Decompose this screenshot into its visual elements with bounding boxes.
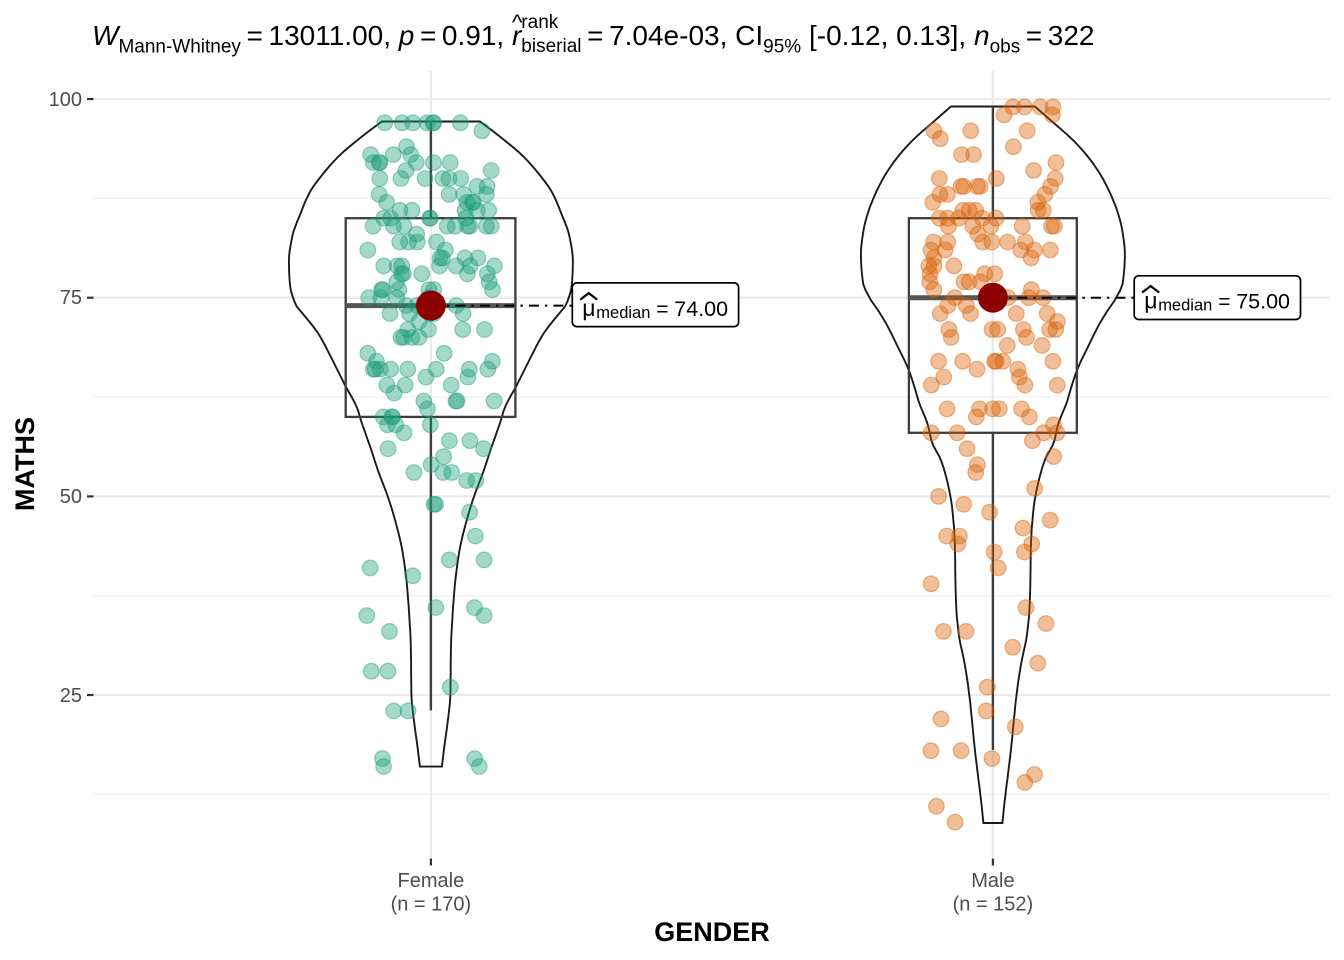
- svg-text:Female: Female: [398, 870, 465, 892]
- svg-text:(n = 170): (n = 170): [391, 894, 472, 916]
- svg-text:50: 50: [60, 486, 82, 508]
- svg-text:median: median: [596, 304, 650, 322]
- svg-text:μ: μ: [1144, 288, 1157, 314]
- svg-text:=: =: [656, 298, 668, 321]
- svg-text:(n = 152): (n = 152): [953, 894, 1034, 916]
- svg-text:μ: μ: [582, 295, 595, 321]
- svg-text:25: 25: [60, 685, 82, 707]
- svg-text:=: =: [1218, 291, 1230, 314]
- svg-text:100: 100: [49, 89, 82, 111]
- svg-text:Male: Male: [971, 870, 1014, 892]
- svg-text:75.00: 75.00: [1236, 290, 1290, 314]
- svg-text:MATHS: MATHS: [10, 417, 40, 511]
- svg-text:GENDER: GENDER: [654, 917, 770, 947]
- svg-text:75: 75: [60, 287, 82, 309]
- svg-text:median: median: [1158, 297, 1212, 315]
- svg-text:74.00: 74.00: [674, 297, 728, 321]
